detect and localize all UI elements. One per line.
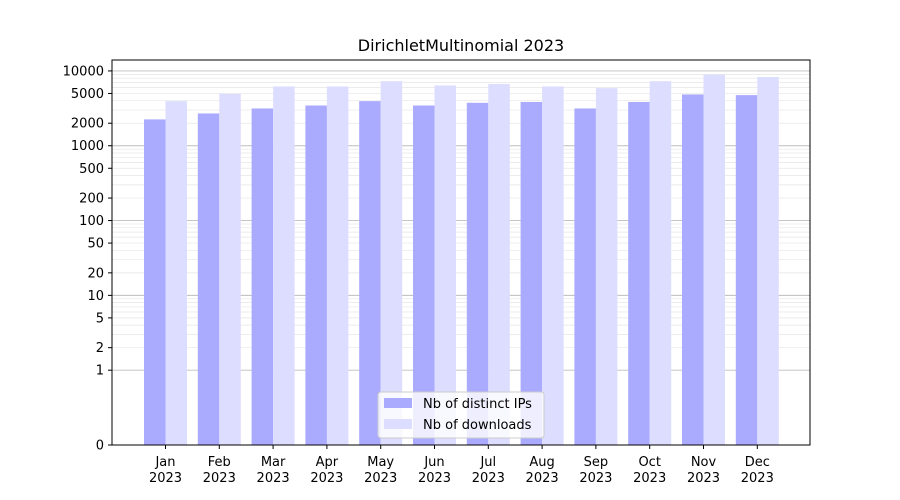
legend-box: [377, 391, 545, 439]
bar-distinct-ips: [197, 113, 220, 446]
y-tick-label: 200: [79, 192, 104, 207]
x-tick-label-year: 2023: [741, 471, 774, 486]
x-tick-label-year: 2023: [418, 471, 451, 486]
axes: Jan2023Feb2023Mar2023Apr2023May2023Jun20…: [63, 64, 774, 486]
bar-downloads: [219, 93, 241, 445]
bar-downloads: [326, 86, 349, 445]
x-tick-label-year: 2023: [687, 471, 720, 486]
x-tick-label-month: Oct: [638, 455, 660, 470]
legend-label-downloads: Nb of downloads: [423, 418, 532, 433]
legend-label-distinct-ips: Nb of distinct IPs: [423, 397, 532, 412]
legend: Nb of distinct IPs Nb of downloads: [377, 391, 545, 439]
y-tick-label: 10000: [63, 64, 104, 79]
y-tick-label: 100: [79, 214, 104, 229]
x-tick-label-year: 2023: [472, 471, 505, 486]
bar-distinct-ips: [251, 108, 274, 445]
x-tick-label-year: 2023: [257, 471, 290, 486]
x-tick-label-month: May: [367, 455, 394, 470]
y-tick-label: 5000: [71, 87, 104, 102]
bar-distinct-ips: [144, 119, 166, 446]
x-tick-label-year: 2023: [310, 471, 343, 486]
x-tick-label-year: 2023: [203, 471, 236, 486]
bar-distinct-ips: [413, 105, 435, 445]
y-tick-label: 500: [79, 162, 104, 177]
plot-frame: [111, 59, 811, 446]
bar-distinct-ips: [520, 101, 543, 446]
y-tick-label: 5: [96, 311, 104, 326]
bar-downloads: [380, 81, 403, 445]
x-tick-label-month: Jan: [154, 455, 175, 470]
x-tick-label-year: 2023: [526, 471, 559, 486]
bar-downloads: [703, 74, 725, 446]
bar-downloads: [434, 85, 456, 446]
x-tick-label-month: Aug: [529, 455, 554, 470]
bar-downloads: [273, 86, 295, 445]
bar-downloads: [165, 101, 187, 445]
legend-swatch-distinct-ips: [384, 398, 412, 408]
bar-downloads: [757, 76, 779, 446]
y-tick-label: 50: [87, 237, 104, 252]
y-tick-label: 20: [87, 266, 104, 281]
x-tick-label-month: Jun: [423, 455, 444, 470]
x-tick-label-month: Dec: [745, 455, 770, 470]
bars: [144, 74, 779, 446]
bar-downloads: [488, 83, 510, 446]
x-tick-label-month: Jul: [479, 455, 496, 470]
y-tick-label: 2: [96, 341, 104, 356]
y-tick-label: 0: [96, 439, 104, 454]
bar-distinct-ips: [305, 105, 327, 445]
x-tick-label-month: Nov: [691, 455, 717, 470]
bar-distinct-ips: [574, 108, 596, 445]
bar-distinct-ips: [735, 95, 758, 445]
bar-downloads: [649, 81, 672, 445]
y-tick-label: 1: [96, 364, 104, 379]
bar-downloads: [542, 86, 564, 445]
bar-distinct-ips: [682, 94, 704, 446]
chart-title: DirichletMultinomial 2023: [358, 36, 564, 55]
bar-distinct-ips: [466, 102, 489, 446]
bar-distinct-ips: [359, 101, 381, 445]
x-tick-label-year: 2023: [149, 471, 182, 486]
x-tick-label-month: Sep: [584, 455, 609, 470]
y-tick-label: 1000: [71, 139, 104, 154]
x-tick-label-year: 2023: [364, 471, 397, 486]
x-tick-label-month: Feb: [208, 455, 231, 470]
legend-swatch-downloads: [384, 419, 412, 429]
x-tick-label-year: 2023: [633, 471, 666, 486]
x-tick-label-month: Apr: [316, 455, 339, 470]
y-tick-label: 10: [87, 289, 104, 304]
bar-distinct-ips: [628, 101, 650, 446]
bar-downloads: [595, 88, 618, 446]
x-tick-label-month: Mar: [261, 455, 286, 470]
y-tick-label: 2000: [71, 117, 104, 132]
x-tick-label-year: 2023: [579, 471, 612, 486]
